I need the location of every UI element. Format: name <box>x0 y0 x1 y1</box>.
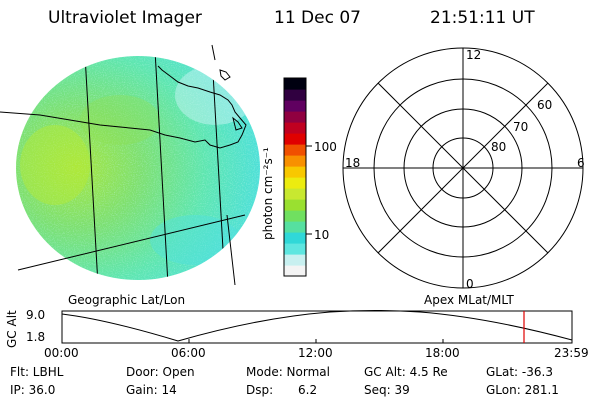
xtick-2359: 23:59 <box>554 346 589 360</box>
apex-label: Apex MLat/MLT <box>424 293 514 307</box>
geographic-label: Geographic Lat/Lon <box>68 293 186 307</box>
mlt-label-6: 6 <box>577 156 585 170</box>
colorbar-segment <box>284 232 306 244</box>
colorbar-segment <box>284 78 306 90</box>
colorbar-segment <box>284 133 306 145</box>
info-filter: Flt: LBHL <box>10 365 64 379</box>
colorbar-unit-label: photon cm⁻²s⁻¹ <box>261 147 275 240</box>
colorbar-segment <box>284 210 306 222</box>
altitude-ylabel: GC Alt <box>5 310 19 348</box>
altitude-ytick-1.8: 1.8 <box>26 330 46 344</box>
polar-plot <box>342 47 584 289</box>
colorbar-segment <box>284 122 306 134</box>
altitude-ytick-9: 9.0 <box>26 308 46 322</box>
date-label: 11 Dec 07 <box>274 8 361 28</box>
lat-label-80: 80 <box>491 140 507 154</box>
coastline <box>0 65 247 149</box>
colorbar-segment <box>284 111 306 123</box>
colorbar-segment <box>284 243 306 255</box>
colorbar-tick-10: 10 <box>314 228 330 242</box>
colorbar-segment <box>284 166 306 178</box>
colorbar-segment <box>284 177 306 189</box>
info-glon: GLon: 281.1 <box>486 383 559 397</box>
colorbar-segment <box>284 265 306 277</box>
colorbar-segment <box>284 155 306 167</box>
info-mode: Mode: Normal <box>246 365 330 379</box>
colorbar-segment <box>284 188 306 200</box>
colorbar-segment <box>284 144 306 156</box>
colorbar-segment <box>284 100 306 112</box>
xtick-1800: 18:00 <box>425 346 460 360</box>
info-dsp-value: 6.2 <box>298 383 318 397</box>
xtick-0000: 00:00 <box>44 346 79 360</box>
colorbar-tick-100: 100 <box>314 140 337 154</box>
info-gc-alt: GC Alt: 4.5 Re <box>364 365 448 379</box>
info-glat: GLat: -36.3 <box>486 365 553 379</box>
lat-label-60: 60 <box>537 98 553 112</box>
uv-image-disk <box>0 44 260 286</box>
altitude-plot <box>61 310 573 344</box>
info-seq: Seq: 39 <box>364 383 410 397</box>
mlt-label-18: 18 <box>345 156 361 170</box>
colorbar-segment <box>284 199 306 211</box>
colorbar-segment <box>284 89 306 101</box>
colorbar-segment <box>284 254 306 266</box>
lat-label-70: 70 <box>513 120 529 134</box>
instrument-title: Ultraviolet Imager <box>48 8 202 28</box>
mlt-label-12: 12 <box>466 48 482 62</box>
info-door: Door: Open <box>126 365 195 379</box>
info-ip: IP: 36.0 <box>10 383 56 397</box>
altitude-curve <box>61 310 573 342</box>
colorbar <box>284 78 306 277</box>
xtick-1200: 12:00 <box>298 346 333 360</box>
mlt-label-0: 0 <box>466 277 474 291</box>
colorbar-segment <box>284 221 306 233</box>
geo-latitude-line <box>17 214 246 271</box>
xtick-0600: 06:00 <box>171 346 206 360</box>
time-label: 21:51:11 UT <box>430 8 535 28</box>
info-dsp-label: Dsp: <box>246 383 274 397</box>
info-gain: Gain: 14 <box>126 383 177 397</box>
